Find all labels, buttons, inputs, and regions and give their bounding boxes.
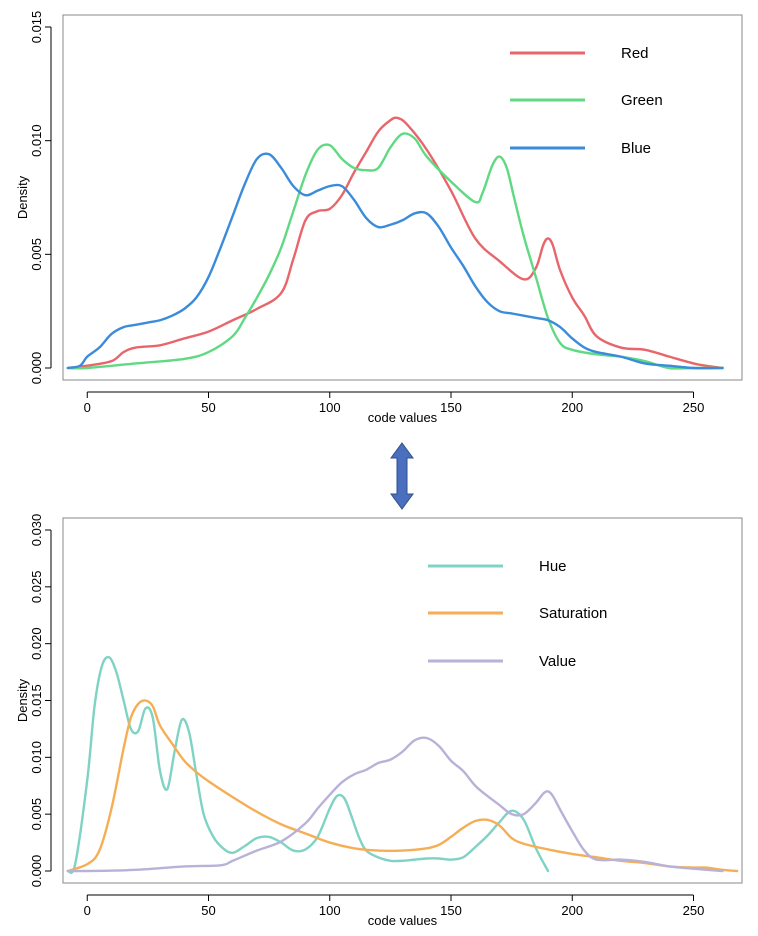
y-axis-label: Density: [15, 175, 30, 219]
x-tick-label: 0: [84, 903, 91, 918]
y-tick-label: 0.000: [29, 352, 44, 385]
x-axis: 0 50 100 150 200 250: [84, 391, 705, 415]
x-tick-label: 100: [319, 400, 341, 415]
y-tick-label: 0.010: [29, 124, 44, 157]
x-tick-label: 250: [683, 903, 705, 918]
y-tick-label: 0.005: [29, 798, 44, 831]
legend-label-green: Green: [621, 92, 663, 109]
legend-label-hue: Hue: [539, 558, 567, 575]
x-axis-label: code values: [368, 913, 438, 928]
series-line-saturation: [66, 699, 739, 873]
legend: Hue Saturation Value: [428, 558, 607, 670]
y-tick-label: 0.015: [29, 684, 44, 717]
y-tick-label: 0.020: [29, 627, 44, 660]
y-tick-label: 0.025: [29, 571, 44, 604]
x-tick-label: 200: [561, 903, 583, 918]
plot-frame: [62, 517, 743, 884]
series-line-value: [66, 736, 724, 873]
y-tick-label: 0.005: [29, 238, 44, 271]
rgb-density-chart: 0 50 100 150 200 250 0.000 0.005 0.010 0.015 cod…: [15, 11, 743, 425]
x-tick-label: 150: [440, 903, 462, 918]
plot-frame: [62, 14, 743, 381]
x-axis-label: code values: [368, 410, 438, 425]
series-lines: [66, 116, 724, 370]
y-axis: 0.000 0.005 0.010 0.015 0.020 0.025 0.030: [29, 514, 52, 888]
hsv-density-chart: 0 50 100 150 200 250 0.000 0.005 0.010 0.015 0.02…: [15, 514, 743, 928]
x-tick-label: 100: [319, 903, 341, 918]
y-axis: 0.000 0.005 0.010 0.015: [29, 11, 52, 385]
y-tick-label: 0.015: [29, 11, 44, 44]
series-line-blue: [66, 152, 724, 370]
y-axis-label: Density: [15, 678, 30, 722]
x-tick-label: 50: [201, 400, 215, 415]
y-tick-label: 0.010: [29, 741, 44, 774]
legend-label-blue: Blue: [621, 140, 651, 157]
x-tick-label: 0: [84, 400, 91, 415]
double-arrow-icon: [390, 442, 414, 510]
series-line-hue: [66, 655, 550, 875]
x-tick-label: 200: [561, 400, 583, 415]
series-line-green: [66, 132, 724, 370]
y-tick-label: 0.030: [29, 514, 44, 547]
y-tick-label: 0.000: [29, 855, 44, 888]
legend-label-value: Value: [539, 653, 576, 670]
series-lines: [66, 655, 739, 875]
x-tick-label: 150: [440, 400, 462, 415]
legend-label-saturation: Saturation: [539, 605, 607, 622]
legend: Red Green Blue: [510, 45, 663, 157]
x-tick-label: 50: [201, 903, 215, 918]
x-axis: 0 50 100 150 200 250: [84, 894, 705, 918]
series-line-red: [66, 116, 724, 370]
legend-label-red: Red: [621, 45, 649, 62]
x-tick-label: 250: [683, 400, 705, 415]
